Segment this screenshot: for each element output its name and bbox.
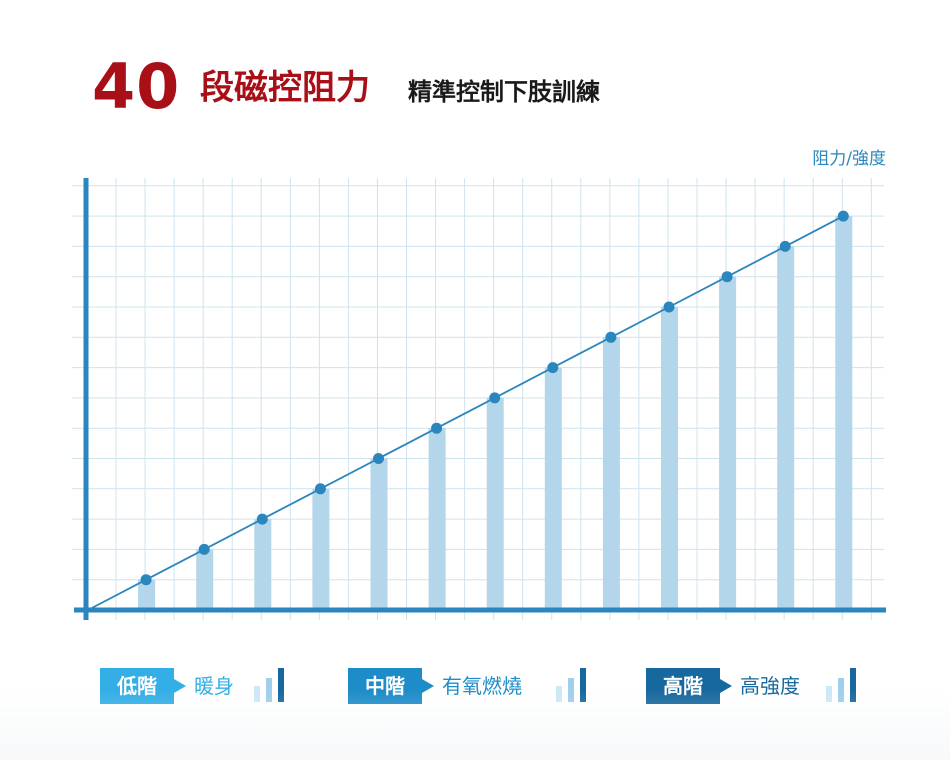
data-point xyxy=(314,483,326,495)
chart-trend-line xyxy=(87,215,844,611)
title-number: 40 xyxy=(92,50,181,123)
data-point xyxy=(256,513,268,525)
chart-grid xyxy=(72,178,884,620)
title-subtitle: 精準控制下肢訓練 xyxy=(408,78,600,106)
y-axis-label: 阻力/強度 xyxy=(812,149,886,169)
data-point xyxy=(721,271,733,283)
legend-tag-high: 高階 xyxy=(646,668,732,704)
data-point xyxy=(663,301,675,313)
intensity-bars-icon xyxy=(826,668,860,704)
chart-bar xyxy=(602,337,620,610)
chart-bars xyxy=(138,216,853,610)
data-point xyxy=(140,574,152,586)
intensity-bars-icon xyxy=(254,668,288,704)
legend-label-high: 高強度 xyxy=(740,674,800,698)
legend-label-low: 暖身 xyxy=(194,674,234,698)
data-point xyxy=(547,362,559,374)
data-point xyxy=(779,240,791,252)
chart-bar xyxy=(138,579,156,610)
chart-bar xyxy=(196,549,214,610)
intensity-bars-icon xyxy=(556,668,590,704)
chart-bar xyxy=(428,428,446,610)
chart-bar xyxy=(254,519,272,610)
data-point xyxy=(489,392,501,404)
chart-bar xyxy=(370,458,388,610)
data-point xyxy=(373,453,384,464)
resistance-chart: 阻力/強度 xyxy=(72,149,886,620)
data-point xyxy=(605,331,617,343)
chart-bar xyxy=(719,276,737,610)
legend-label-mid: 有氧燃燒 xyxy=(442,674,522,698)
chart-bar xyxy=(544,367,562,610)
legend-tag-mid: 中階 xyxy=(348,668,434,704)
chart-bar xyxy=(835,216,853,610)
title-main: 段磁控阻力 xyxy=(200,68,370,108)
legend-tag-low: 低階 xyxy=(100,668,186,704)
chart-points xyxy=(140,210,849,586)
trend-line xyxy=(87,215,844,611)
data-point xyxy=(198,543,210,555)
chart-bar xyxy=(486,397,504,610)
chart-axes xyxy=(74,178,886,620)
data-point xyxy=(431,422,443,434)
chart-bar xyxy=(312,488,330,610)
data-point xyxy=(837,210,849,222)
chart-bar xyxy=(777,246,795,610)
chart-bar xyxy=(661,307,678,610)
